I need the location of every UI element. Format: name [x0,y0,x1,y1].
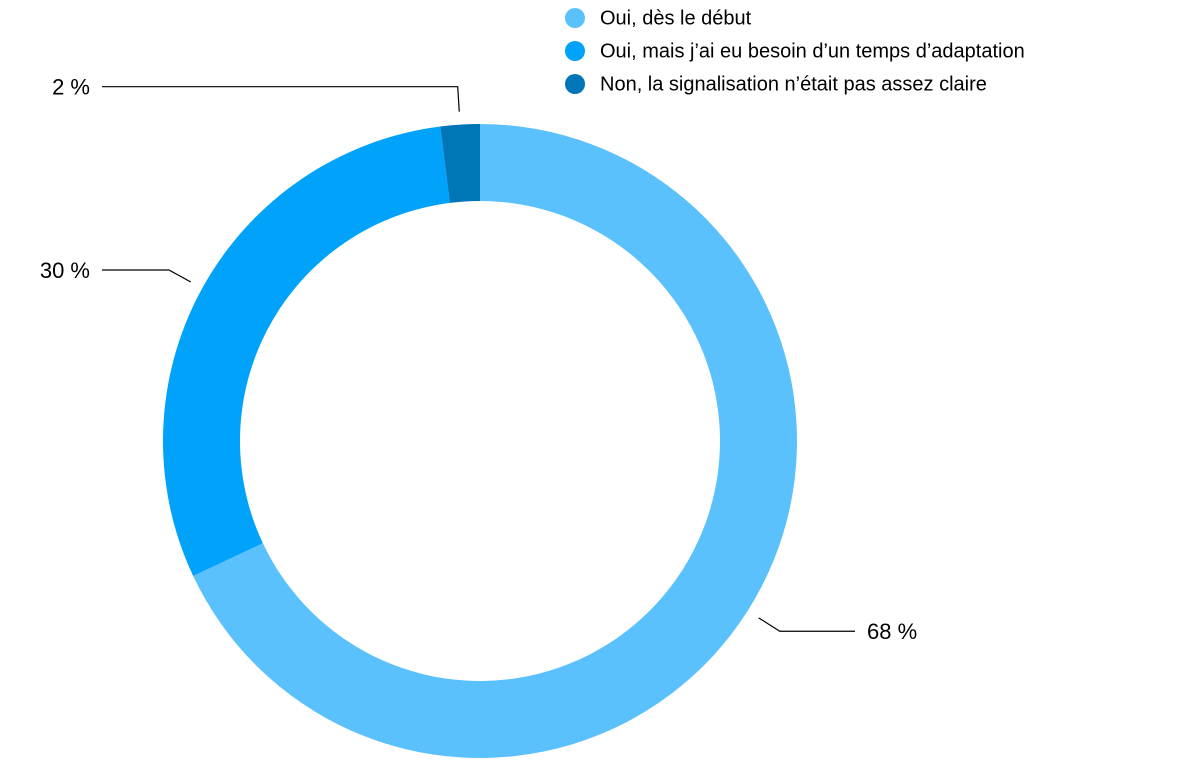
donut-segment [163,126,450,576]
leader-line [758,617,855,632]
legend-text: Oui, mais j’ai eu besoin d’un temps d’ad… [600,40,1025,62]
legend-text: Non, la signalisation n’était pas assez … [600,73,987,95]
value-label: 68 % [867,619,917,644]
legend-swatch [565,8,585,28]
legend-swatch [565,41,585,61]
legend-text: Oui, dès le début [600,7,752,29]
leader-line [102,86,460,112]
value-label: 30 % [40,258,90,283]
value-label: 2 % [52,75,90,100]
leader-line [102,269,192,283]
legend-swatch [565,74,585,94]
donut-segment [440,124,480,203]
